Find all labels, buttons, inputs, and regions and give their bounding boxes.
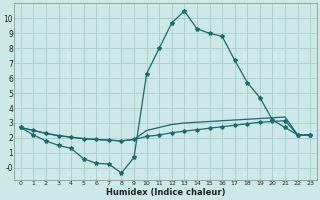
X-axis label: Humidex (Indice chaleur): Humidex (Indice chaleur) [106,188,225,197]
